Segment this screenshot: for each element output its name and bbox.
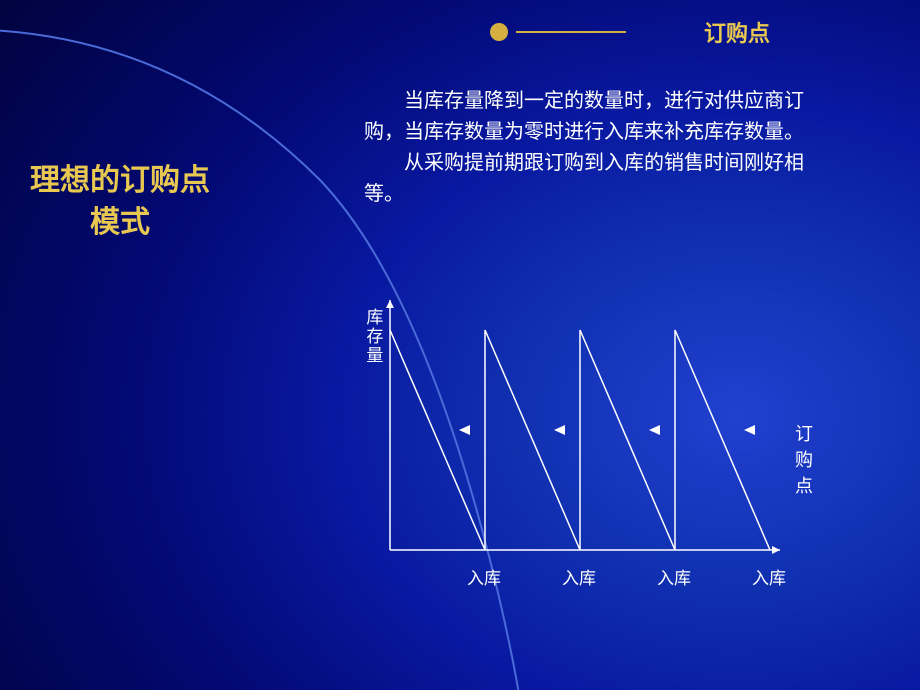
header: 订购点 <box>490 16 770 48</box>
legend-order-point: 订购点 <box>795 420 830 498</box>
title-line1: 理想的订购点 <box>30 160 210 202</box>
body-text: 当库存量降到一定的数量时，进行对供应商订购，当库存数量为零时进行入库来补充库存数… <box>364 86 824 210</box>
slide-title: 理想的订购点 模式 <box>30 160 210 244</box>
x-tick-label: 入库 <box>657 564 691 589</box>
x-tick-label: 入库 <box>562 564 596 589</box>
body-p2: 从采购提前期跟订购到入库的销售时间刚好相等。 <box>364 148 824 210</box>
header-label: 订购点 <box>704 16 770 48</box>
x-tick-label: 入库 <box>467 564 501 589</box>
body-p1: 当库存量降到一定的数量时，进行对供应商订购，当库存数量为零时进行入库来补充库存数… <box>364 86 824 148</box>
y-axis-label: 库存量 <box>362 308 382 365</box>
header-dot-icon <box>490 23 508 41</box>
sawtooth-chart: 库存量 入库 入库 入库 入库 订购点 <box>360 300 830 605</box>
x-tick-label: 入库 <box>752 564 786 589</box>
header-line <box>516 31 626 33</box>
title-line2: 模式 <box>30 202 210 244</box>
chart-svg <box>360 300 830 600</box>
